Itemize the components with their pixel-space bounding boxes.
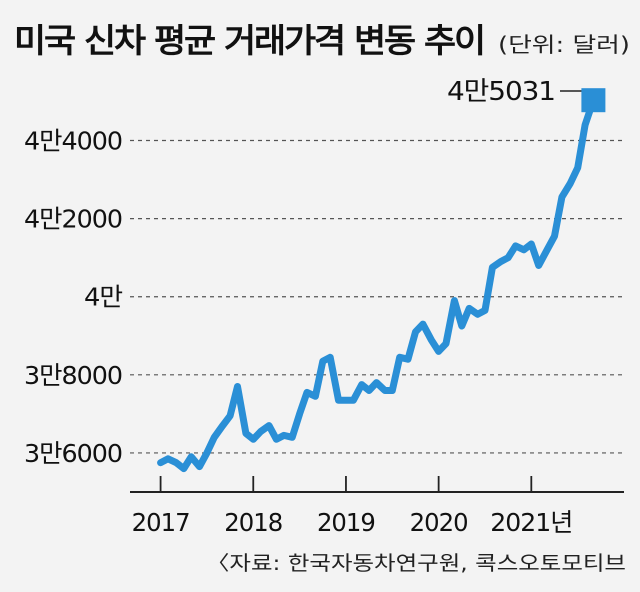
x-axis-ticks	[159, 476, 533, 492]
chart-title: 미국 신차 평균 거래가격 변동 추이	[14, 21, 484, 60]
x-axis-labels: 2017 2018 2019 2020 2021년	[132, 508, 574, 537]
unit-note: (단위: 달러)	[498, 33, 630, 57]
x-tick-label-4: 2021년	[490, 508, 572, 537]
end-point-marker	[581, 88, 606, 113]
y-tick-label-1: 3만8000	[24, 361, 122, 390]
x-tick-label-2: 2019	[317, 508, 375, 537]
end-value-label: 4만5031	[447, 77, 555, 107]
grid-lines	[130, 139, 624, 454]
y-tick-label-0: 3만6000	[24, 439, 122, 468]
y-tick-label-3: 4만2000	[24, 205, 122, 234]
series-line-avg-price	[157, 96, 597, 473]
y-axis-labels: 3만6000 3만8000 4만 4만2000 4만4000	[24, 126, 124, 468]
source-note: 〈자료: 한국자동차연구원, 콕스오토모티브	[206, 551, 626, 575]
data-points	[160, 100, 594, 469]
y-tick-label-4: 4만4000	[24, 126, 122, 155]
x-tick-label-0: 2017	[132, 508, 190, 537]
x-tick-label-3: 2020	[410, 508, 468, 537]
x-tick-label-1: 2018	[224, 508, 282, 537]
y-tick-label-2: 4만	[84, 283, 123, 312]
